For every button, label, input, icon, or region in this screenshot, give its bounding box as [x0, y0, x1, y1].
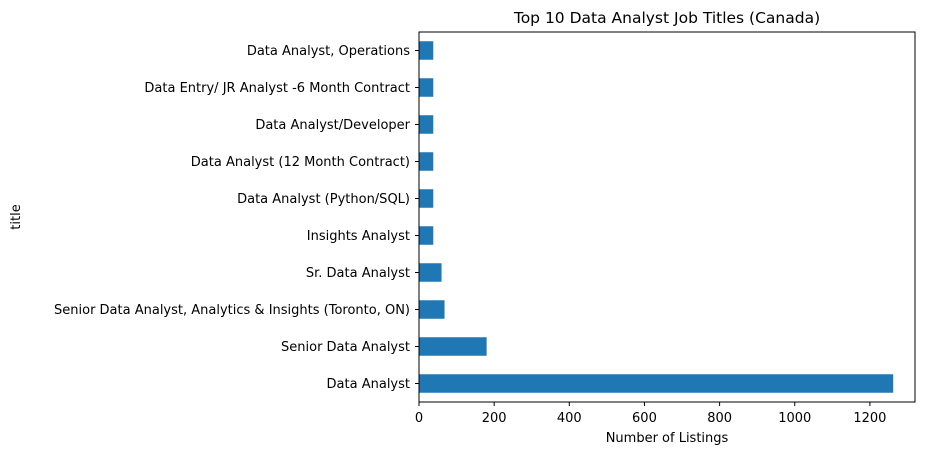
x-tick-label: 400 — [557, 411, 582, 426]
y-axis: Data Analyst Senior Data Analyst Senior Da… — [54, 44, 419, 392]
bar — [419, 263, 442, 282]
bar — [419, 300, 445, 319]
x-tick-label: 800 — [707, 411, 732, 426]
bar — [419, 115, 434, 134]
bar — [419, 189, 434, 208]
bar — [419, 374, 894, 393]
y-tick-label: Senior Data Analyst, Analytics & Insight… — [54, 303, 410, 318]
x-tick-label: 1200 — [853, 411, 886, 426]
y-tick-label: Insights Analyst — [307, 229, 410, 244]
bar — [419, 226, 434, 245]
bar — [419, 337, 487, 356]
y-tick-label: Data Analyst/Developer — [255, 118, 410, 133]
x-tick-label: 0 — [415, 411, 423, 426]
y-tick-label: Data Analyst (12 Month Contract) — [191, 155, 410, 170]
y-tick-label: Data Analyst (Python/SQL) — [237, 192, 410, 207]
y-tick-label: Data Entry/ JR Analyst -6 Month Contract — [144, 81, 410, 96]
bar — [419, 41, 434, 60]
x-tick-label: 600 — [632, 411, 657, 426]
y-tick-label: Data Analyst, Operations — [247, 44, 410, 59]
x-axis: 0 200 400 600 800 1000 1200 — [415, 402, 886, 426]
bars-group — [419, 41, 894, 393]
y-tick-label: Sr. Data Analyst — [306, 266, 410, 281]
x-tick-label: 1000 — [778, 411, 811, 426]
x-tick-label: 200 — [482, 411, 507, 426]
y-tick-label: Senior Data Analyst — [281, 340, 410, 355]
y-axis-title: title — [9, 204, 24, 229]
x-axis-title: Number of Listings — [606, 431, 729, 446]
bar — [419, 152, 434, 171]
chart-title: Top 10 Data Analyst Job Titles (Canada) — [513, 9, 820, 27]
bar — [419, 78, 434, 97]
plot-frame — [418, 31, 916, 403]
y-tick-label: Data Analyst — [327, 377, 410, 392]
